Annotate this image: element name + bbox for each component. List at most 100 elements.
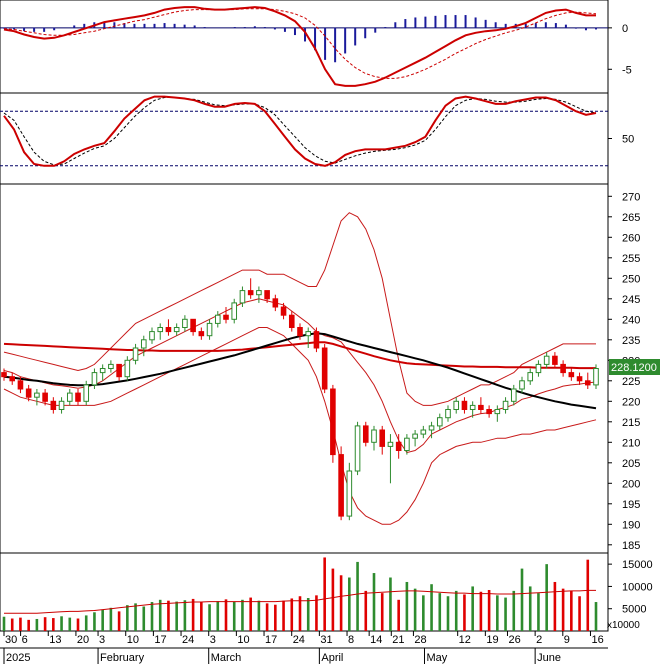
candle-body xyxy=(231,302,238,320)
candle-body xyxy=(190,318,196,333)
price-tick-label: 240 xyxy=(622,314,640,326)
candle-body xyxy=(404,437,410,452)
macd-tick-label: -5 xyxy=(622,64,632,76)
candle-body xyxy=(297,327,303,337)
macd-panel-frame xyxy=(0,0,609,94)
volume-bar xyxy=(76,618,80,631)
candle-body xyxy=(198,331,205,337)
candle-body xyxy=(379,429,386,447)
candle-body xyxy=(25,388,32,398)
candle-body xyxy=(132,347,139,361)
candle-body xyxy=(288,314,295,329)
candle-body xyxy=(584,380,591,386)
volume-bar xyxy=(339,575,343,631)
volume-bar xyxy=(216,601,220,631)
price-tick-label: 195 xyxy=(622,499,640,511)
candle-body xyxy=(214,314,221,324)
volume-bar xyxy=(348,577,351,631)
volume-bar xyxy=(150,602,154,631)
volume-bar xyxy=(249,597,252,631)
x-day-label: 10 xyxy=(237,634,249,646)
candle-body xyxy=(50,400,57,410)
volume-bar xyxy=(594,602,598,631)
volume-bar xyxy=(479,591,483,631)
volume-bar xyxy=(446,596,450,631)
volume-tick-label: 5000 xyxy=(622,604,646,616)
volume-tick-label: 10000 xyxy=(622,581,653,593)
volume-bar xyxy=(561,588,565,631)
volume-bar xyxy=(101,609,104,631)
volume-bar xyxy=(274,604,277,631)
candle-body xyxy=(362,425,369,443)
volume-bar xyxy=(19,617,22,631)
candle-body xyxy=(66,392,73,402)
price-tag: 228.1200 xyxy=(609,359,660,375)
price-tick-label: 245 xyxy=(622,294,640,306)
volume-bar xyxy=(93,612,96,631)
candle-body xyxy=(83,384,90,402)
candle-body xyxy=(486,409,492,415)
candle-body xyxy=(313,331,320,349)
price-tick-label: 210 xyxy=(622,437,640,449)
candle-body xyxy=(157,327,164,333)
macd-signal-line xyxy=(3,8,597,79)
volume-bar xyxy=(35,618,39,631)
volume-bar xyxy=(126,605,129,631)
x-month-label: 2025 xyxy=(6,652,30,664)
candle-body xyxy=(108,363,114,369)
x-day-label: 20 xyxy=(77,634,89,646)
candle-body xyxy=(552,355,558,365)
candle-body xyxy=(34,392,40,398)
price-tick-label: 205 xyxy=(622,458,640,470)
price-tick-label: 225 xyxy=(622,376,640,388)
volume-bar xyxy=(331,568,335,631)
volume-bar xyxy=(60,616,63,631)
volume-bar xyxy=(553,581,557,631)
x-month-label: February xyxy=(100,652,145,664)
candle-body xyxy=(478,404,484,410)
candle-body xyxy=(42,392,48,402)
price-panel-frame xyxy=(0,183,609,554)
candle-body xyxy=(165,327,172,333)
x-axis: 30 6 13 20 3 10 17 24 3 10 17 24 31 8 14 21 28 12 19 26 2 9 16… xyxy=(3,631,604,664)
volume-bar xyxy=(323,557,326,631)
volume-bar xyxy=(117,611,121,631)
candle-body xyxy=(223,314,229,320)
volume-bar xyxy=(142,606,146,631)
price-tick-label: 270 xyxy=(622,191,640,203)
candle-body xyxy=(354,425,361,472)
volume-bar xyxy=(380,593,384,631)
volume-bar xyxy=(200,602,203,631)
x-day-label: 13 xyxy=(49,634,61,646)
volume-bar xyxy=(405,581,409,631)
volume-bar xyxy=(27,619,30,631)
x-day-label: 8 xyxy=(348,634,354,646)
volume-bar xyxy=(298,596,302,631)
candle-body xyxy=(124,359,131,378)
x-day-label: 17 xyxy=(265,634,277,646)
candle-body xyxy=(469,404,476,410)
volume-bar xyxy=(109,607,113,631)
candle-body xyxy=(17,380,24,390)
x-day-label: 6 xyxy=(22,634,28,646)
candle-body xyxy=(453,400,460,410)
volume-bar xyxy=(389,577,392,631)
x-day-label: 3 xyxy=(99,634,105,646)
candle-body xyxy=(116,363,122,378)
x-day-label: 2 xyxy=(536,634,542,646)
price-tick-label: 250 xyxy=(622,273,640,285)
candle-body xyxy=(91,372,98,386)
candle-body xyxy=(519,380,525,390)
candle-body xyxy=(1,372,7,378)
macd-tick-label: 0 xyxy=(622,23,628,35)
volume-bar xyxy=(356,561,359,631)
price-panel: 1851901952002052102152202252302352402452… xyxy=(1,191,640,552)
volume-bar xyxy=(496,595,499,631)
candle-body xyxy=(510,388,517,402)
volume-bar xyxy=(570,590,573,631)
price-tick-label: 260 xyxy=(622,232,640,244)
price-tick-label: 190 xyxy=(622,519,640,531)
panel-frames xyxy=(0,0,609,649)
volume-bar xyxy=(364,590,368,631)
